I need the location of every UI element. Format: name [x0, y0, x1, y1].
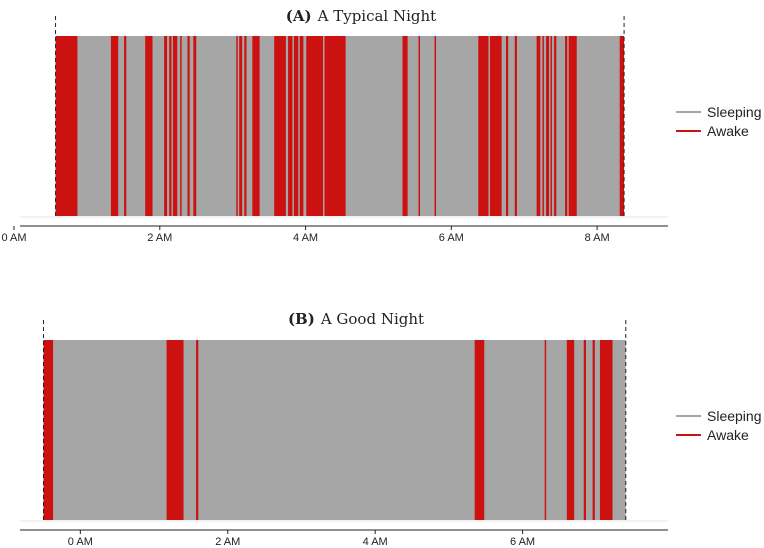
- panel-b-x-ticks: 0 AM 2 AM 4 AM 6 AM: [68, 530, 535, 548]
- panel-b-title: (B) A Good Night: [288, 310, 424, 328]
- panel-a: (A) A Typical Night 0 AM 2 AM 4 AM 6 AM 8 AM: [1, 7, 668, 244]
- awake-interval: [434, 36, 437, 216]
- panel-a-boundaries: [55, 16, 625, 218]
- awake-interval: [145, 36, 153, 216]
- panel-a-title-text: A Typical Night: [317, 7, 437, 25]
- awake-interval: [474, 340, 485, 520]
- awake-interval: [619, 36, 625, 216]
- awake-interval: [236, 36, 238, 216]
- awake-interval: [164, 36, 168, 216]
- awake-interval: [489, 36, 502, 216]
- awake-interval: [293, 36, 299, 216]
- awake-interval: [43, 340, 54, 520]
- awake-interval: [592, 340, 595, 520]
- x-tick-label: 4 AM: [363, 536, 388, 548]
- awake-interval: [244, 36, 247, 216]
- panel-a-label: (A): [286, 7, 312, 25]
- x-tick-label: 6 AM: [510, 536, 535, 548]
- awake-interval: [599, 340, 613, 520]
- awake-interval: [566, 340, 575, 520]
- awake-interval: [550, 36, 552, 216]
- awake-interval: [542, 36, 544, 216]
- awake-interval: [536, 36, 541, 216]
- awake-interval: [568, 36, 577, 216]
- awake-interval: [583, 340, 586, 520]
- x-tick-label: 2 AM: [147, 232, 172, 244]
- awake-interval: [402, 36, 408, 216]
- x-tick-label: 4 AM: [293, 232, 318, 244]
- awake-interval: [514, 36, 517, 216]
- panel-b: (B) A Good Night 0 AM 2 AM 4 AM 6 AM: [20, 310, 668, 548]
- awake-interval: [180, 36, 182, 216]
- awake-interval: [299, 36, 304, 216]
- legend-a: Sleeping Awake: [676, 104, 762, 139]
- panel-b-title-text: A Good Night: [320, 310, 424, 328]
- awake-interval: [288, 36, 293, 216]
- awake-interval: [166, 340, 184, 520]
- awake-interval: [196, 340, 199, 520]
- awake-interval: [239, 36, 243, 216]
- awake-interval: [324, 36, 346, 216]
- x-tick-label: 6 AM: [439, 232, 464, 244]
- panel-b-awake-marks: [43, 340, 613, 520]
- awake-interval: [274, 36, 286, 216]
- awake-interval: [193, 36, 197, 216]
- awake-interval: [124, 36, 127, 216]
- panel-a-x-ticks: 0 AM 2 AM 4 AM 6 AM 8 AM: [1, 226, 610, 244]
- awake-interval: [169, 36, 172, 216]
- awake-interval: [55, 36, 78, 216]
- panel-b-boundaries: [42, 320, 627, 522]
- x-tick-label: 0 AM: [1, 232, 26, 244]
- legend-b-sleeping-label: Sleeping: [707, 408, 762, 424]
- x-tick-label: 0 AM: [68, 536, 93, 548]
- x-tick-label: 8 AM: [585, 232, 610, 244]
- awake-interval: [252, 36, 260, 216]
- awake-interval: [187, 36, 190, 216]
- legend-b-awake-label: Awake: [707, 427, 749, 443]
- awake-interval: [418, 36, 420, 216]
- legend-a-awake-label: Awake: [707, 123, 749, 139]
- awake-interval: [478, 36, 489, 216]
- awake-interval: [306, 36, 324, 216]
- x-tick-label: 2 AM: [215, 536, 240, 548]
- awake-interval: [554, 36, 557, 216]
- awake-interval: [506, 36, 509, 216]
- panel-a-awake-marks: [55, 36, 625, 216]
- awake-interval: [565, 36, 568, 216]
- awake-interval: [546, 36, 550, 216]
- awake-interval: [110, 36, 119, 216]
- panel-b-sleeping-area: [43, 340, 626, 520]
- panel-a-title: (A) A Typical Night: [286, 7, 436, 25]
- panel-b-label: (B): [288, 310, 315, 328]
- legend-b: Sleeping Awake: [676, 408, 762, 443]
- awake-interval: [544, 340, 547, 520]
- awake-interval: [172, 36, 178, 216]
- legend-a-sleeping-label: Sleeping: [707, 104, 762, 120]
